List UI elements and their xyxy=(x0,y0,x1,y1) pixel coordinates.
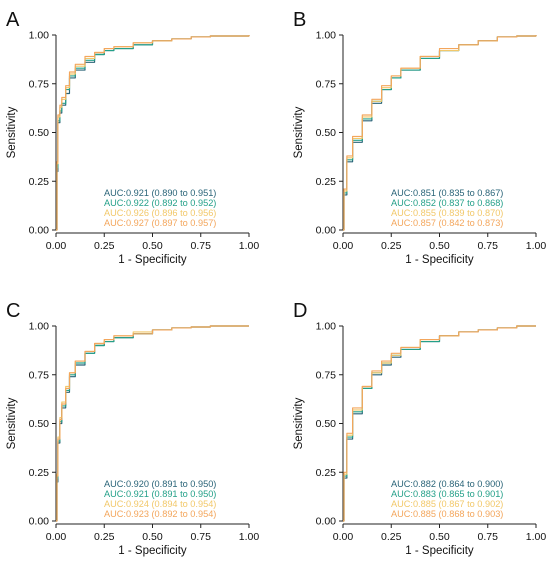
y-axis-title: Sensitivity xyxy=(6,106,18,158)
auc-annotation: AUC:0.851 (0.835 to 0.867) xyxy=(391,188,503,198)
x-tick-label: 0.25 xyxy=(94,531,115,543)
x-tick-label: 0.75 xyxy=(478,240,499,252)
panel-a: A 0.00 0.00 0.25 0.25 0.50 0.50 0.75 0.75 1.00 1.0… xyxy=(6,9,259,266)
auc-annotation: AUC:0.927 (0.897 to 0.957) xyxy=(104,218,216,228)
x-axis-title: 1 - Specificity xyxy=(118,545,187,557)
x-tick-label: 0.75 xyxy=(191,240,212,252)
auc-annotation: AUC:0.885 (0.868 to 0.903) xyxy=(391,509,503,519)
y-tick-label: 0.75 xyxy=(316,369,337,381)
y-tick-label: 0.25 xyxy=(29,467,50,479)
y-tick-label: 0.50 xyxy=(316,127,337,139)
y-tick-label: 0.25 xyxy=(316,176,337,188)
y-tick-label: 0.00 xyxy=(316,225,337,237)
auc-annotation: AUC:0.852 (0.837 to 0.868) xyxy=(391,198,503,208)
auc-annotation: AUC:0.926 (0.896 to 0.956) xyxy=(104,208,216,218)
y-tick-label: 0.00 xyxy=(29,516,50,528)
y-tick-label: 1.00 xyxy=(29,30,50,42)
panel-letter-a: A xyxy=(6,9,20,31)
x-tick-label: 1.00 xyxy=(239,531,260,543)
panel-b: B 0.00 0.00 0.25 0.25 0.50 0.50 0.75 0.75 1.00 1.0… xyxy=(293,9,546,266)
roc-curve-series-4 xyxy=(343,35,537,231)
y-tick-label: 0.75 xyxy=(29,78,50,90)
auc-annotation: AUC:0.857 (0.842 to 0.873) xyxy=(391,218,503,228)
x-tick-label: 0.25 xyxy=(381,531,402,543)
auc-annotation: AUC:0.923 (0.892 to 0.954) xyxy=(104,509,216,519)
x-axis-title: 1 - Specificity xyxy=(405,254,474,266)
roc-curve-series-4 xyxy=(56,35,250,231)
y-tick-label: 0.25 xyxy=(316,467,337,479)
y-tick-label: 0.50 xyxy=(316,418,337,430)
y-tick-label: 0.50 xyxy=(29,127,50,139)
auc-annotation: AUC:0.924 (0.894 to 0.954) xyxy=(104,499,216,509)
auc-annotation: AUC:0.855 (0.839 to 0.870) xyxy=(391,208,503,218)
y-tick-label: 0.75 xyxy=(29,369,50,381)
y-tick-label: 1.00 xyxy=(316,321,337,333)
y-tick-label: 0.25 xyxy=(29,176,50,188)
y-axis-title: Sensitivity xyxy=(6,397,18,449)
x-tick-label: 0.00 xyxy=(333,240,354,252)
auc-annotation: AUC:0.885 (0.867 to 0.902) xyxy=(391,499,503,509)
x-tick-label: 0.00 xyxy=(46,240,67,252)
x-tick-label: 1.00 xyxy=(526,240,547,252)
panel-letter-b: B xyxy=(293,9,306,31)
x-axis-title: 1 - Specificity xyxy=(405,545,474,557)
auc-annotation: AUC:0.921 (0.891 to 0.950) xyxy=(104,489,216,499)
panel-d: D 0.00 0.00 0.25 0.25 0.50 0.50 0.75 0.75 1.00 1.0… xyxy=(293,300,546,557)
y-tick-label: 0.00 xyxy=(316,516,337,528)
roc-curve-series-4 xyxy=(56,325,249,522)
x-tick-label: 0.25 xyxy=(381,240,402,252)
auc-annotation: AUC:0.883 (0.865 to 0.901) xyxy=(391,489,503,499)
y-tick-label: 1.00 xyxy=(316,30,337,42)
y-tick-label: 0.00 xyxy=(29,225,50,237)
x-tick-label: 0.75 xyxy=(478,531,499,543)
x-tick-label: 0.50 xyxy=(429,531,450,543)
x-tick-label: 0.50 xyxy=(142,531,163,543)
x-axis-title: 1 - Specificity xyxy=(118,254,187,266)
auc-annotation: AUC:0.922 (0.892 to 0.952) xyxy=(104,198,216,208)
panel-letter-c: C xyxy=(6,300,20,322)
x-tick-label: 0.25 xyxy=(94,240,115,252)
x-tick-label: 0.50 xyxy=(142,240,163,252)
x-tick-label: 1.00 xyxy=(239,240,260,252)
x-tick-label: 0.50 xyxy=(429,240,450,252)
auc-annotation: AUC:0.920 (0.891 to 0.950) xyxy=(104,479,216,489)
y-tick-label: 0.75 xyxy=(316,78,337,90)
panel-letter-d: D xyxy=(293,300,307,322)
y-tick-label: 0.50 xyxy=(29,418,50,430)
panel-c: C 0.00 0.00 0.25 0.25 0.50 0.50 0.75 0.75 1.00 1.0… xyxy=(6,300,259,557)
x-tick-label: 0.75 xyxy=(191,531,212,543)
auc-annotation: AUC:0.882 (0.864 to 0.900) xyxy=(391,479,503,489)
auc-annotation: AUC:0.921 (0.890 to 0.951) xyxy=(104,188,216,198)
x-tick-label: 0.00 xyxy=(333,531,354,543)
y-axis-title: Sensitivity xyxy=(293,106,305,158)
y-axis-title: Sensitivity xyxy=(293,397,305,449)
roc-curve-series-4 xyxy=(343,325,536,522)
x-tick-label: 0.00 xyxy=(46,531,67,543)
y-tick-label: 1.00 xyxy=(29,321,50,333)
x-tick-label: 1.00 xyxy=(526,531,547,543)
